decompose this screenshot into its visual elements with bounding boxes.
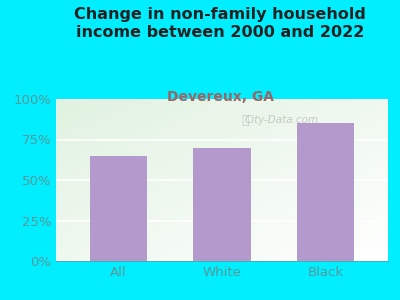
Text: City-Data.com: City-Data.com (245, 115, 319, 125)
Text: Ⓜ: Ⓜ (242, 114, 249, 127)
Text: Change in non-family household
income between 2000 and 2022: Change in non-family household income be… (74, 8, 366, 40)
Bar (297, 123, 354, 261)
Text: Devereux, GA: Devereux, GA (166, 90, 274, 104)
Bar (194, 148, 250, 261)
Bar (90, 156, 147, 261)
